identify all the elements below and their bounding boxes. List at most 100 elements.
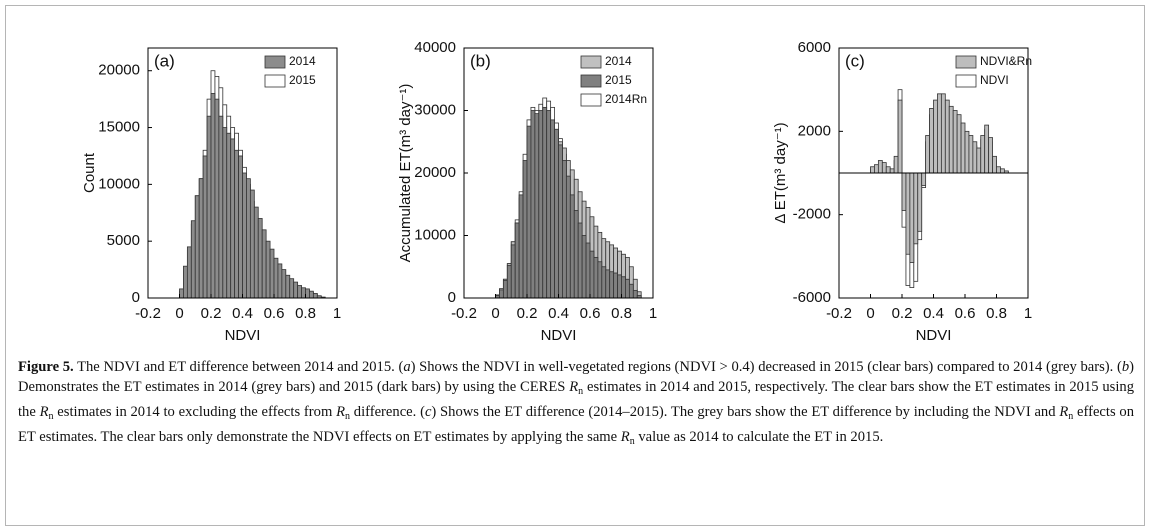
y-tick-label: -2000 <box>793 206 831 223</box>
bar <box>593 256 599 299</box>
bar <box>309 290 314 299</box>
x-tick-label: 0.6 <box>955 305 976 322</box>
x-tick-label: 0.2 <box>517 305 538 322</box>
caption-text: R <box>569 379 579 395</box>
bar <box>506 265 512 299</box>
y-tick-label: 10000 <box>98 175 140 192</box>
bar <box>312 293 318 299</box>
bar <box>581 235 587 299</box>
bar <box>605 269 611 299</box>
bar <box>1000 168 1005 174</box>
legend-label: 2015 <box>605 73 632 87</box>
bar <box>964 130 970 174</box>
bar <box>992 155 997 174</box>
bar <box>293 281 299 299</box>
bar <box>558 144 563 299</box>
y-tick-label: 40000 <box>414 39 456 56</box>
x-axis-label: NDVI <box>541 327 577 344</box>
x-tick-label: 1 <box>333 305 341 322</box>
caption-text: n <box>345 411 350 422</box>
bar <box>281 269 287 299</box>
x-tick-label: 0.8 <box>295 305 316 322</box>
bar <box>909 172 915 263</box>
bar <box>609 271 615 299</box>
bar <box>988 137 993 174</box>
bar <box>522 160 528 299</box>
bar <box>269 248 275 299</box>
caption-text: ) Shows the NDVI in well-vegetated regio… <box>410 359 1122 375</box>
legend-swatch <box>580 55 602 69</box>
legend-label: 2014 <box>605 54 632 68</box>
bar <box>214 98 220 299</box>
bar <box>186 246 192 299</box>
bar <box>534 113 540 299</box>
y-axis-label: Count <box>81 152 98 193</box>
panel-label: (b) <box>470 51 491 70</box>
legend-swatch <box>580 74 602 88</box>
bar <box>577 222 583 299</box>
caption-text: ) Shows the ET difference (2014–2015). T… <box>431 404 1060 420</box>
bar <box>218 115 224 299</box>
figure: -0.2 0 0.2 0.4 0.6 0.8 105000100001500020000ND… <box>81 39 1032 344</box>
bar <box>253 206 259 299</box>
bar <box>976 147 982 174</box>
bar <box>198 178 204 299</box>
caption-text: ) Demonstrates the ET estimates in 2014 … <box>18 359 1134 395</box>
bar <box>530 110 536 299</box>
caption-text: n <box>629 436 635 447</box>
panel-label: (c) <box>845 51 865 70</box>
bar <box>996 166 1001 174</box>
x-tick-label: 0 <box>175 305 183 322</box>
bar <box>261 229 267 299</box>
bar <box>573 210 579 299</box>
bar <box>881 162 887 174</box>
bar <box>510 244 516 299</box>
bar <box>952 110 958 174</box>
bar <box>917 172 923 232</box>
y-tick-label: 5000 <box>107 232 140 249</box>
x-tick-label: 0 <box>491 305 499 322</box>
bar <box>893 155 899 174</box>
bar <box>960 122 966 174</box>
x-tick-label: 0.2 <box>201 305 222 322</box>
y-tick-label: 2000 <box>798 122 831 139</box>
y-tick-label: 20000 <box>98 62 140 79</box>
bar <box>921 172 927 186</box>
bar <box>502 280 508 299</box>
x-tick-label: 1 <box>649 305 657 322</box>
caption-text: difference. ( <box>350 404 425 420</box>
caption-text: R <box>39 404 49 420</box>
bar <box>972 141 978 174</box>
panel-label: (a) <box>154 51 175 70</box>
y-axis-label: Accumulated ET(m³ day⁻¹) <box>397 84 414 263</box>
bar <box>984 124 990 174</box>
bar <box>948 105 954 174</box>
y-tick-label: 15000 <box>98 119 140 136</box>
caption-text: estimates in 2014 to excluding the effec… <box>53 404 337 420</box>
y-tick-label: 20000 <box>414 164 456 181</box>
caption: Figure 5. The NDVI and ET difference bet… <box>18 357 1134 452</box>
bar <box>249 189 255 299</box>
bar <box>285 274 291 299</box>
bar <box>632 290 638 299</box>
bar <box>901 172 907 211</box>
bar <box>617 274 622 299</box>
x-tick-label: 0.6 <box>580 305 601 322</box>
bar <box>226 132 232 299</box>
bar <box>499 289 504 299</box>
y-tick-label: 30000 <box>414 101 456 118</box>
bar <box>230 138 236 299</box>
caption-text: R <box>620 429 630 445</box>
bar <box>265 240 271 299</box>
bar <box>305 288 310 299</box>
bar <box>569 194 575 299</box>
legend-label: 2014 <box>289 54 316 68</box>
y-tick-label: -6000 <box>793 289 831 306</box>
y-tick-label: 0 <box>448 289 456 306</box>
x-tick-label: -0.2 <box>451 305 477 322</box>
legend-swatch <box>955 55 977 69</box>
bar <box>242 172 247 299</box>
caption-text: Figure 5. <box>18 359 74 375</box>
bar <box>554 128 559 299</box>
bar <box>562 160 567 299</box>
